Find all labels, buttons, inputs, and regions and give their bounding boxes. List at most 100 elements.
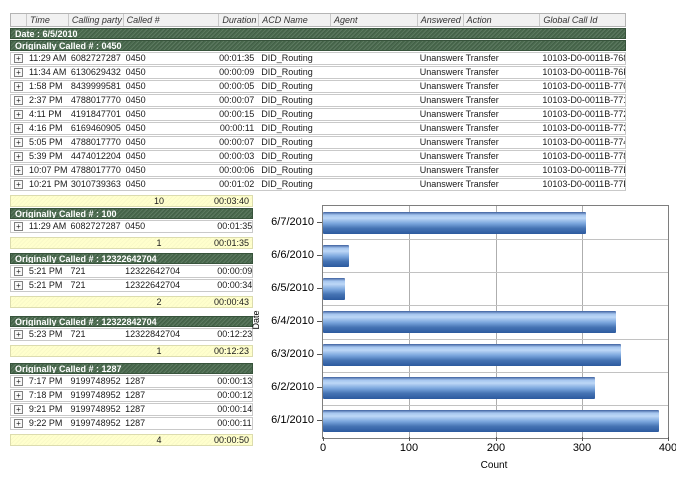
cell-called: 0450 bbox=[125, 53, 146, 63]
expand-row-button[interactable]: + bbox=[14, 377, 23, 386]
cell-agent bbox=[330, 81, 417, 92]
cell-time: 5:21 PM bbox=[28, 280, 63, 290]
expand-row-button[interactable]: + bbox=[14, 124, 23, 133]
cell-global_id: 10103-D0-0011B-77F bbox=[542, 179, 626, 189]
expand-row-button[interactable]: + bbox=[14, 180, 23, 189]
expand-row-button[interactable]: + bbox=[14, 281, 23, 290]
expander-cell: + bbox=[11, 109, 26, 120]
bar-6/6/2010 bbox=[323, 245, 349, 267]
expander-cell: + bbox=[11, 266, 26, 277]
gridline-horizontal bbox=[323, 239, 668, 240]
call-row: +5:23 PM 721 12322842704 00:12:23 bbox=[10, 328, 253, 341]
cell-time: 5:23 PM bbox=[28, 329, 63, 339]
column-header-agent: Agent bbox=[329, 14, 417, 26]
call-row: +4:11 PM 4191847701 0450 00:00:15 DID_Routin… bbox=[10, 108, 626, 121]
cell-action: Transfer bbox=[465, 81, 499, 91]
cell-called: 0450 bbox=[125, 165, 146, 175]
cell-duration: 00:01:02 bbox=[219, 179, 255, 189]
cell-called: 0450 bbox=[125, 151, 146, 161]
gridline-horizontal bbox=[323, 405, 668, 406]
axis-tick-label: 300 bbox=[572, 442, 592, 454]
expander-cell: + bbox=[11, 123, 26, 134]
axis-tick-mark bbox=[409, 437, 410, 441]
expand-row-button[interactable]: + bbox=[14, 82, 23, 91]
category-tick-mark bbox=[317, 255, 322, 256]
cell-time: 11:29 AM bbox=[28, 53, 67, 63]
bar-6/1/2010 bbox=[323, 410, 659, 432]
cell-called: 0450 bbox=[125, 67, 146, 77]
cell-action: Transfer bbox=[465, 123, 499, 133]
expand-row-button[interactable]: + bbox=[14, 391, 23, 400]
axis-tick-mark bbox=[582, 437, 583, 441]
cell-called: 0450 bbox=[125, 109, 146, 119]
category-tick-mark bbox=[317, 222, 322, 223]
originally-called-group-header: Originally Called # : 1287 bbox=[10, 363, 253, 374]
sub-group-table: Originally Called # : 100 +11:29 AM 608272… bbox=[10, 208, 253, 249]
expand-row-button[interactable]: + bbox=[14, 419, 23, 428]
expand-row-button[interactable]: + bbox=[14, 68, 23, 77]
expand-row-button[interactable]: + bbox=[14, 96, 23, 105]
bar-6/5/2010 bbox=[323, 278, 345, 300]
expand-row-button[interactable]: + bbox=[14, 166, 23, 175]
cell-called: 1287 bbox=[125, 418, 146, 428]
cell-time: 5:21 PM bbox=[28, 266, 63, 276]
axis-tick-label: 100 bbox=[399, 442, 419, 454]
cell-time: 9:22 PM bbox=[28, 418, 63, 428]
category-label: 6/7/2010 bbox=[271, 216, 314, 228]
summary-call-count: 1 bbox=[156, 346, 162, 356]
cell-calling: 721 bbox=[70, 329, 86, 339]
cell-time: 10:21 PM bbox=[28, 179, 68, 189]
cell-action: Transfer bbox=[465, 137, 499, 147]
cell-acd: DID_Routing bbox=[261, 81, 313, 91]
group-summary-row: 10 00:03:40 bbox=[10, 195, 253, 207]
call-row: +7:18 PM 9199748952 1287 00:00:12 bbox=[10, 389, 253, 402]
cell-duration: 00:00:14 bbox=[217, 404, 252, 414]
expander-cell: + bbox=[11, 404, 26, 415]
call-row: +10:21 PM 3010739363 0450 00:01:02 DID_Routi… bbox=[10, 178, 626, 191]
bar-6/4/2010 bbox=[323, 311, 616, 333]
cell-acd: DID_Routing bbox=[261, 123, 313, 133]
cell-calling: 9199748952 bbox=[70, 390, 121, 400]
cell-global_id: 10103-D0-0011B-77E bbox=[542, 165, 626, 175]
cell-action: Transfer bbox=[465, 179, 499, 189]
axis-tick-mark bbox=[323, 437, 324, 441]
cell-called: 0450 bbox=[125, 137, 146, 147]
category-label: 6/4/2010 bbox=[271, 315, 314, 327]
summary-total-duration: 00:03:40 bbox=[213, 196, 249, 206]
expand-row-button[interactable]: + bbox=[14, 110, 23, 119]
group-summary-row: 1 00:12:23 bbox=[10, 345, 253, 357]
expand-row-button[interactable]: + bbox=[14, 222, 23, 231]
cell-global_id: 10103-D0-0011B-774 bbox=[542, 137, 626, 147]
call-row: +1:58 PM 8439999581 0450 00:00:05 DID_Routin… bbox=[10, 80, 626, 93]
cell-action: Transfer bbox=[465, 67, 499, 77]
axis-tick-mark bbox=[496, 437, 497, 441]
cell-calling: 6130629432 bbox=[70, 67, 121, 77]
expand-row-button[interactable]: + bbox=[14, 54, 23, 63]
summary-total-duration: 00:00:50 bbox=[213, 435, 249, 445]
summary-total-duration: 00:12:23 bbox=[213, 346, 249, 356]
bar-6/3/2010 bbox=[323, 344, 621, 366]
cell-answered: Unanswered bbox=[419, 137, 463, 147]
expand-row-button[interactable]: + bbox=[14, 267, 23, 276]
cell-acd: DID_Routing bbox=[261, 151, 313, 161]
cell-called: 0450 bbox=[125, 221, 146, 231]
cell-global_id: 10103-D0-0011B-768 bbox=[542, 53, 626, 63]
gridline-horizontal bbox=[323, 272, 668, 273]
summary-call-count: 2 bbox=[156, 297, 162, 307]
cell-calling: 6082727287 bbox=[70, 53, 121, 63]
expand-row-button[interactable]: + bbox=[14, 138, 23, 147]
expander-cell: + bbox=[11, 418, 26, 429]
expand-row-button[interactable]: + bbox=[14, 330, 23, 339]
cell-called: 0450 bbox=[125, 81, 146, 91]
cell-answered: Unanswered bbox=[419, 67, 463, 77]
expand-row-button[interactable]: + bbox=[14, 405, 23, 414]
expand-row-button[interactable]: + bbox=[14, 152, 23, 161]
expander-cell: + bbox=[11, 95, 26, 106]
call-row: +9:22 PM 9199748952 1287 00:00:11 bbox=[10, 417, 253, 430]
group-summary-row: 1 00:01:35 bbox=[10, 237, 253, 249]
expander-cell: + bbox=[11, 390, 26, 401]
cell-calling: 3010739363 bbox=[70, 179, 121, 189]
call-row: +5:21 PM 721 12322642704 00:00:34 bbox=[10, 279, 253, 292]
cell-called: 0450 bbox=[125, 95, 146, 105]
